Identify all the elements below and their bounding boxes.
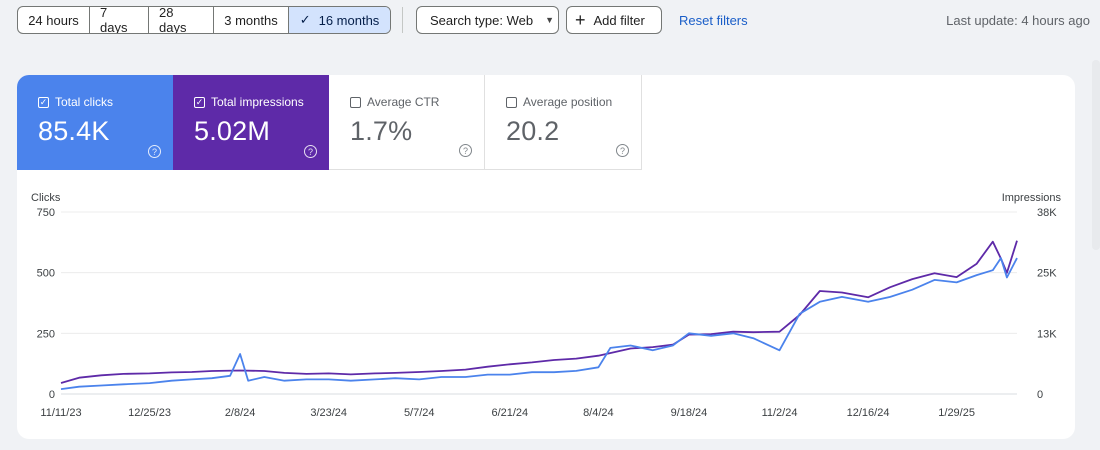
performance-chart: Clicks Impressions 0 250 500 750 0 13K 25K 38K 11/… [31,192,1062,419]
x-tick-label: 6/21/24 [491,407,528,419]
add-filter-button[interactable]: + Add filter [566,6,662,34]
caret-down-icon: ▼ [545,15,555,25]
x-tick-label: 2/8/24 [225,407,256,419]
range-label: 28 days [159,6,187,34]
checkbox-checked-icon[interactable]: ✓ [38,96,49,108]
metric-value: 85.4K [38,116,110,146]
range-label: 24 hours [28,12,79,28]
metric-value: 1.7% [350,116,413,146]
x-tick-label: 12/16/24 [847,407,890,419]
search-type-label: Search type: Web [430,12,534,28]
range-label: 7 days [100,6,128,34]
left-tick-label: 750 [37,207,55,219]
series-line-impressions [60,240,1018,384]
help-icon[interactable]: ? [148,145,161,158]
range-24-hours[interactable]: 24 hours [18,7,90,33]
toolbar: 24 hours 7 days 28 days 3 months ✓ 16 mon… [0,0,1100,40]
x-tick-label: 11/2/24 [762,407,798,419]
date-range-selector: 24 hours 7 days 28 days 3 months ✓ 16 mon… [17,6,391,34]
left-tick-label: 0 [49,389,55,401]
range-label: 3 months [224,12,278,28]
scrollbar[interactable] [1092,60,1100,250]
range-28-days[interactable]: 28 days [149,7,214,33]
checkbox-unchecked-icon[interactable] [506,96,517,108]
right-tick-label: 38K [1037,207,1057,219]
range-7-days[interactable]: 7 days [90,7,149,33]
last-update-text: Last update: 4 hours ago [946,13,1090,28]
metric-average-position[interactable]: Average position 20.2 ? [485,75,642,170]
metric-label: Total impressions [211,95,304,109]
metric-value: 20.2 [506,116,560,146]
metric-value: 5.02M [194,116,271,146]
left-tick-label: 500 [37,268,55,280]
help-icon[interactable]: ? [304,145,317,158]
metric-total-clicks[interactable]: ✓ Total clicks 85.4K ? [17,75,173,170]
metric-label: Average CTR [367,95,440,109]
x-tick-label: 5/7/24 [404,407,435,419]
series-line-clicks [60,257,1018,390]
help-icon[interactable]: ? [459,144,472,157]
metric-label: Total clicks [55,95,114,109]
range-label: 16 months [318,12,380,28]
range-3-months[interactable]: 3 months [214,7,289,33]
x-tick-label: 9/18/24 [671,407,708,419]
add-filter-label: Add filter [593,12,645,28]
left-axis-label: Clicks [31,192,61,204]
x-tick-label: 1/29/25 [938,407,975,419]
check-icon: ✓ [299,12,311,27]
search-type-dropdown[interactable]: Search type: Web ▼ [416,6,559,34]
right-tick-label: 0 [1037,389,1043,401]
x-tick-label: 12/25/23 [128,407,171,419]
metric-label: Average position [523,95,613,109]
metric-total-impressions[interactable]: ✓ Total impressions 5.02M ? [173,75,329,170]
right-tick-label: 25K [1037,268,1057,280]
metric-average-ctr[interactable]: Average CTR 1.7% ? [329,75,485,170]
checkbox-checked-icon[interactable]: ✓ [194,96,205,108]
reset-filters-link[interactable]: Reset filters [679,13,748,28]
x-tick-label: 8/4/24 [583,407,614,419]
right-axis-label: Impressions [1002,192,1062,204]
left-tick-label: 250 [37,328,55,340]
divider [402,7,403,33]
checkbox-unchecked-icon[interactable] [350,96,361,108]
x-tick-label: 3/23/24 [310,407,347,419]
x-tick-label: 11/11/23 [40,407,81,419]
help-icon[interactable]: ? [616,144,629,157]
right-tick-label: 13K [1037,328,1057,340]
performance-card: ✓ Total clicks 85.4K ? ✓ Total impressions… [17,75,1075,439]
range-16-months[interactable]: ✓ 16 months [289,7,390,33]
plus-icon: + [575,10,586,30]
